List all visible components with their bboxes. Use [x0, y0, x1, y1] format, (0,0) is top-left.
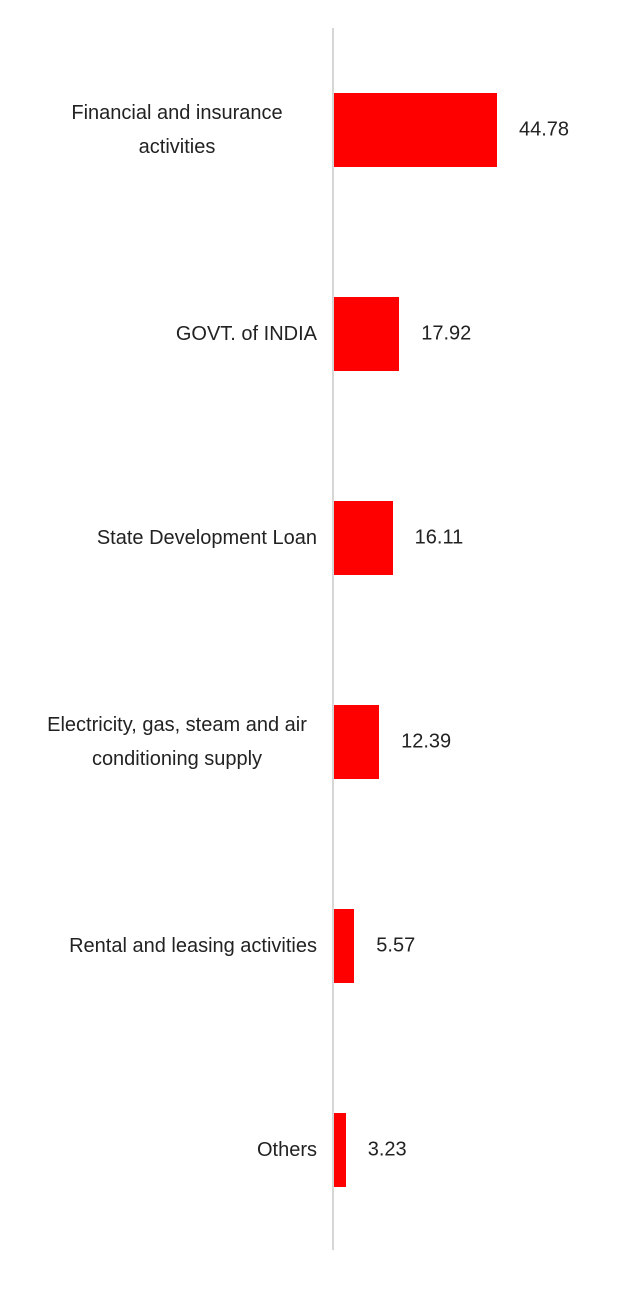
- value-label: 44.78: [519, 118, 570, 141]
- bar: [334, 501, 393, 575]
- category-label: State Development Loan: [96, 527, 317, 549]
- category-label: Others: [256, 1139, 317, 1161]
- category-label: Rental and leasing activities: [69, 935, 317, 957]
- category-label-box: Others: [257, 1133, 317, 1167]
- value-label: 12.39: [401, 730, 452, 753]
- category-label-box: Electricity, gas, steam and air conditio…: [37, 708, 317, 776]
- value-label: 5.57: [376, 934, 416, 957]
- category-label-box: State Development Loan: [97, 521, 317, 555]
- category-label-box: Rental and leasing activities: [69, 929, 317, 963]
- bar: [334, 297, 400, 371]
- category-label-box: GOVT. of INDIA: [176, 317, 317, 351]
- value-label: 17.92: [421, 322, 472, 345]
- bar: [334, 1113, 346, 1187]
- category-label: Financial and insurance activities: [71, 102, 283, 158]
- category-label-box: Financial and insurance activities: [37, 96, 317, 164]
- category-label: GOVT. of INDIA: [175, 323, 317, 345]
- value-label: 16.11: [414, 526, 464, 549]
- bar: [334, 909, 355, 983]
- value-label: 3.23: [367, 1138, 407, 1161]
- axis-line: [332, 28, 334, 1250]
- category-label: Electricity, gas, steam and air conditio…: [47, 714, 307, 770]
- bar: [334, 705, 380, 779]
- bar: [334, 93, 497, 167]
